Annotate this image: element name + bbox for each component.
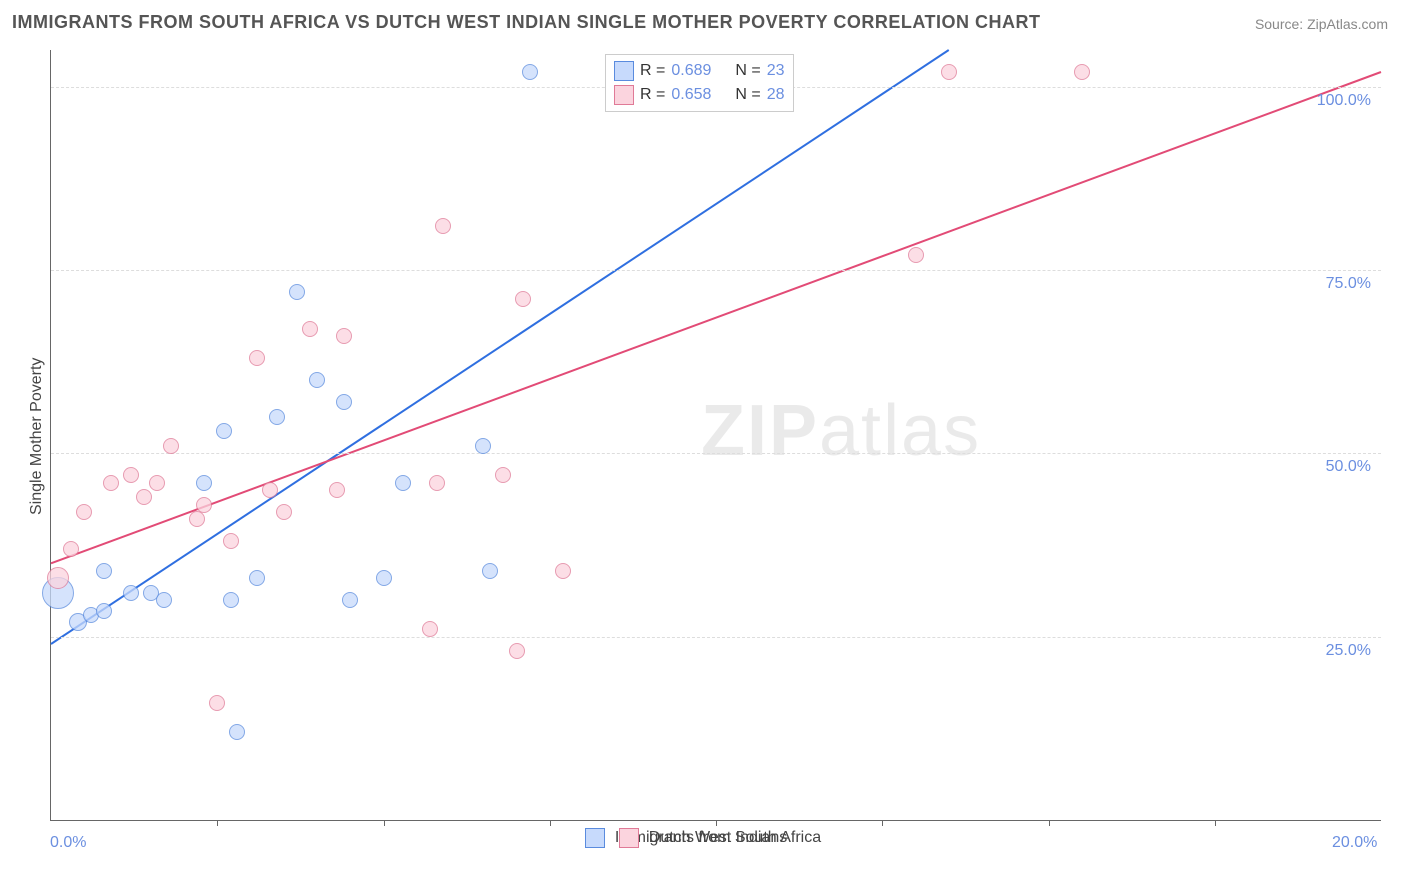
scatter-point [482,563,498,579]
scatter-point [249,570,265,586]
watermark-light: atlas [819,391,981,471]
y-tick-label: 50.0% [1326,458,1371,476]
scatter-point [262,482,278,498]
x-tick [882,820,883,826]
y-axis-label: Single Mother Poverty [28,358,46,515]
plot-area: ZIPatlas 25.0% 50.0% 75.0% 100.0% [50,50,1381,821]
trend-line [51,50,949,644]
x-tick [550,820,551,826]
scatter-point [435,218,451,234]
legend-r-label: R = [640,62,665,80]
legend-swatch [619,828,639,848]
legend-n-value: 28 [767,86,785,104]
legend-r-value: 0.658 [671,86,711,104]
scatter-point [336,328,352,344]
source-prefix: Source: [1255,16,1307,32]
trend-line [51,72,1381,563]
scatter-point [136,489,152,505]
y-tick-label: 75.0% [1326,275,1371,293]
source-label: Source: ZipAtlas.com [1255,16,1388,32]
scatter-point [515,291,531,307]
scatter-point [156,592,172,608]
x-tick-label: 20.0% [1332,834,1377,852]
scatter-point [96,563,112,579]
legend-n-label: N = [735,62,760,80]
scatter-point [289,284,305,300]
gridline-h [51,637,1381,638]
scatter-point [149,475,165,491]
legend-swatch [585,828,605,848]
legend-r-label: R = [640,86,665,104]
legend-n-label: N = [735,86,760,104]
legend-swatch [614,85,634,105]
scatter-point [103,475,119,491]
scatter-point [96,603,112,619]
legend-stat-row: R = 0.689 N = 23 [614,59,785,83]
source-name: ZipAtlas.com [1307,16,1388,32]
scatter-point [422,621,438,637]
scatter-point [509,643,525,659]
scatter-point [276,504,292,520]
legend-series-item: Dutch West Indians [619,828,787,848]
scatter-point [429,475,445,491]
scatter-point [223,533,239,549]
x-tick [1215,820,1216,826]
scatter-point [329,482,345,498]
scatter-point [342,592,358,608]
gridline-h [51,270,1381,271]
chart-title: IMMIGRANTS FROM SOUTH AFRICA VS DUTCH WE… [12,12,1041,33]
scatter-point [76,504,92,520]
scatter-point [395,475,411,491]
x-tick-label: 0.0% [50,834,86,852]
watermark-bold: ZIP [701,391,819,471]
y-tick-label: 25.0% [1326,642,1371,660]
scatter-point [336,394,352,410]
legend-correlation-box: R = 0.689 N = 23 R = 0.658 N = 28 [605,54,794,112]
x-tick [217,820,218,826]
scatter-point [229,724,245,740]
scatter-point [941,64,957,80]
watermark: ZIPatlas [701,390,981,472]
scatter-point [123,467,139,483]
scatter-point [908,247,924,263]
scatter-point [555,563,571,579]
scatter-point [376,570,392,586]
x-tick [384,820,385,826]
scatter-point [63,541,79,557]
scatter-point [216,423,232,439]
trend-lines-svg [51,50,1381,820]
scatter-point [495,467,511,483]
legend-series-label: Dutch West Indians [649,829,787,847]
y-tick-label: 100.0% [1317,92,1371,110]
chart-container: IMMIGRANTS FROM SOUTH AFRICA VS DUTCH WE… [0,0,1406,892]
scatter-point [189,511,205,527]
scatter-point [309,372,325,388]
x-tick [1049,820,1050,826]
scatter-point [302,321,318,337]
scatter-point [196,497,212,513]
scatter-point [47,567,69,589]
scatter-point [223,592,239,608]
scatter-point [123,585,139,601]
scatter-point [196,475,212,491]
scatter-point [475,438,491,454]
scatter-point [249,350,265,366]
legend-n-value: 23 [767,62,785,80]
scatter-point [522,64,538,80]
x-tick [716,820,717,826]
legend-stat-row: R = 0.658 N = 28 [614,83,785,107]
legend-r-value: 0.689 [671,62,711,80]
scatter-point [163,438,179,454]
scatter-point [1074,64,1090,80]
scatter-point [269,409,285,425]
gridline-h [51,453,1381,454]
scatter-point [209,695,225,711]
legend-swatch [614,61,634,81]
